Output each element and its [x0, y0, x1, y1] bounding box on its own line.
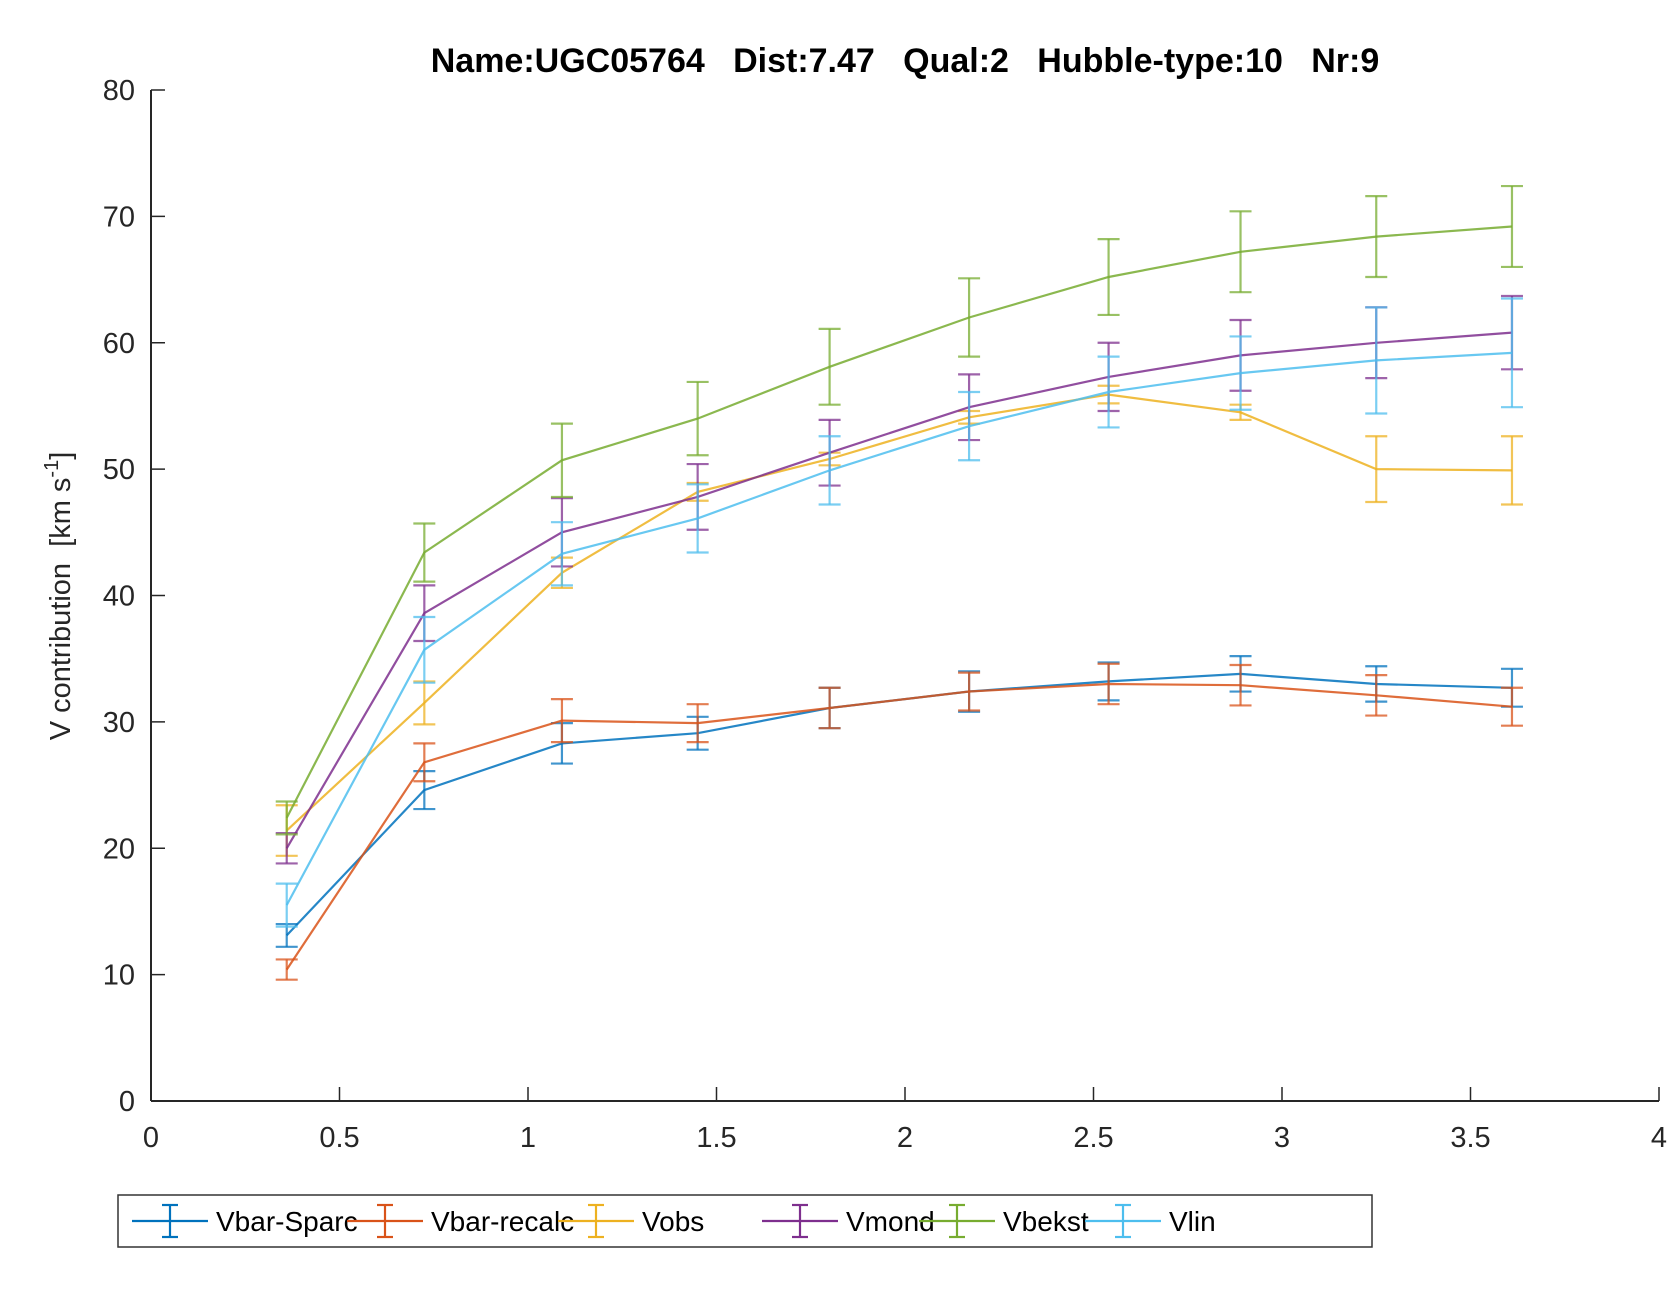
x-tick-label: 2 — [897, 1122, 913, 1154]
series-line — [285, 351, 1513, 906]
error-bar — [686, 380, 709, 457]
error-bar — [818, 327, 841, 406]
legend-item-vbar-sparc: Vbar-Sparc — [132, 1203, 358, 1239]
error-bar — [686, 483, 709, 554]
legend-item-vbar-recalc: Vbar-recalc — [347, 1203, 574, 1239]
svg-text:V contribution [km s-1]: V contribution [km s-1] — [41, 452, 77, 741]
error-bar — [1500, 435, 1523, 506]
error-bar — [958, 671, 981, 712]
legend-label: Vobs — [642, 1206, 704, 1237]
error-bar — [1097, 355, 1120, 429]
error-bar — [413, 615, 436, 684]
error-bar — [958, 390, 981, 462]
y-tick-label: 20 — [103, 833, 135, 865]
y-tick-label: 50 — [103, 454, 135, 486]
error-bar — [275, 800, 298, 836]
error-bar — [413, 742, 436, 783]
error-bar — [275, 831, 298, 865]
series-line — [285, 672, 1513, 937]
error-bar — [958, 277, 981, 358]
error-bar — [1097, 238, 1120, 317]
error-bar — [1500, 686, 1523, 727]
x-tick-label: 1.5 — [696, 1122, 736, 1154]
y-tick-label: 60 — [103, 328, 135, 360]
legend-box — [117, 1194, 1373, 1248]
error-bar — [1365, 306, 1388, 415]
x-tick-label: 4 — [1651, 1122, 1667, 1154]
error-bar — [1365, 195, 1388, 279]
legend-errorbar-icon — [377, 1203, 393, 1239]
x-tick-label: 2.5 — [1073, 1122, 1113, 1154]
y-tick-label: 30 — [103, 707, 135, 739]
legend-label: Vbar-Sparc — [216, 1206, 358, 1237]
legend-errorbar-icon — [949, 1203, 965, 1239]
y-axis-label-close: ] — [45, 452, 77, 460]
error-bar — [550, 521, 573, 587]
legend-errorbar-icon — [792, 1203, 808, 1239]
x-tick-label: 0 — [143, 1122, 159, 1154]
x-tick-label: 3 — [1274, 1122, 1290, 1154]
y-tick-label: 40 — [103, 581, 135, 613]
error-bar — [550, 422, 573, 499]
series-line — [285, 682, 1513, 971]
error-bar — [1500, 297, 1523, 409]
legend-errorbar-icon — [162, 1203, 178, 1239]
y-axis-label-sup: -1 — [41, 460, 63, 478]
error-bar — [275, 958, 298, 981]
error-bar — [1500, 184, 1523, 269]
legend-item-vobs: Vobs — [558, 1203, 704, 1239]
error-bar — [1365, 435, 1388, 504]
y-axis-label: V contribution [km s-1] — [41, 452, 77, 741]
legend-errorbar-icon — [588, 1203, 604, 1239]
error-bar — [275, 882, 298, 928]
series-vbar-recalc — [275, 662, 1523, 981]
error-bar — [818, 686, 841, 730]
legend-label: Vbekst — [1003, 1206, 1089, 1237]
y-tick-label: 70 — [103, 201, 135, 233]
error-bar — [413, 522, 436, 583]
error-bar — [818, 435, 841, 506]
y-axis-label-main: V contribution [km s — [45, 478, 77, 741]
legend: Vbar-Sparc Vbar-recalc Vobs Vmond Vbekst Vlin — [117, 1194, 1373, 1248]
legend-label: Vlin — [1169, 1206, 1216, 1237]
error-bar — [1365, 674, 1388, 717]
series-line — [285, 331, 1513, 849]
series-vbekst — [275, 184, 1523, 836]
series-line — [285, 225, 1513, 819]
plot-area — [275, 184, 1523, 981]
error-bar — [550, 698, 573, 744]
series-vmond — [275, 294, 1523, 865]
legend-item-vlin: Vlin — [1085, 1203, 1216, 1239]
y-tick-label: 0 — [119, 1086, 135, 1118]
error-bar — [686, 703, 709, 744]
legend-label: Vbar-recalc — [431, 1206, 574, 1237]
legend-errorbar-icon — [1115, 1203, 1131, 1239]
series-vlin — [275, 297, 1523, 928]
error-bar — [1229, 663, 1252, 707]
series-vobs — [275, 384, 1523, 857]
legend-item-vbekst: Vbekst — [919, 1203, 1089, 1239]
error-bar — [1097, 662, 1120, 706]
y-tick-label: 10 — [103, 960, 135, 992]
series-line — [285, 393, 1513, 832]
x-tick-label: 1 — [520, 1122, 536, 1154]
error-bar — [413, 680, 436, 726]
chart-title: Name:UGC05764 Dist:7.47 Qual:2 Hubble-ty… — [431, 42, 1380, 80]
error-bar — [1229, 335, 1252, 411]
error-bar — [1229, 210, 1252, 294]
y-tick-label: 80 — [103, 75, 135, 107]
x-tick-label: 0.5 — [319, 1122, 359, 1154]
x-tick-label: 3.5 — [1450, 1122, 1490, 1154]
